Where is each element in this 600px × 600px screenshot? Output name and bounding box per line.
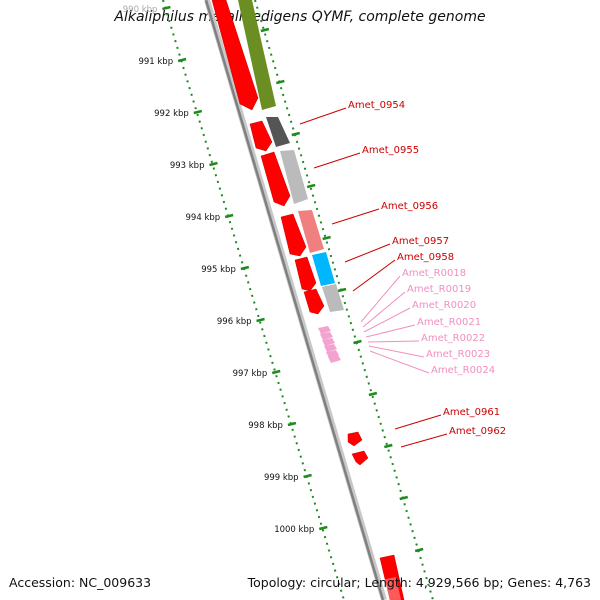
scale-label: 994 kbp (186, 213, 221, 223)
scale-tick (303, 473, 312, 479)
gene-label: Amet_0958 (397, 252, 454, 263)
ring-tick (384, 443, 393, 449)
ring-tick (399, 495, 409, 501)
rrna-chevron (324, 344, 337, 352)
ring-tick (306, 183, 316, 189)
ring-tick (337, 287, 347, 293)
leader-line (331, 208, 380, 225)
ring-tick (291, 131, 301, 137)
cog-feature (280, 150, 308, 204)
gene-labels: Amet_0954 Amet_0955 Amet_0956 Amet_0957 Amet… (299, 100, 506, 448)
leader-line (299, 107, 347, 125)
gene-label: Amet_0954 (348, 100, 405, 111)
ring-tick (368, 391, 378, 397)
rrna-chevron (320, 332, 333, 340)
rrna-track (318, 326, 341, 363)
gene-label: Amet_0955 (362, 145, 419, 156)
rrna-chevron (326, 350, 339, 358)
genome-title: Alkaliphilus metalliredigens QYMF, compl… (114, 9, 486, 25)
ring-tick (322, 235, 331, 241)
gene-arrow (379, 554, 405, 600)
gene-label: Amet_0962 (449, 426, 506, 437)
leader-line (363, 307, 411, 333)
cds-track (211, 0, 405, 600)
scale-label: 990 kbp (123, 5, 158, 15)
gene-label: Amet_0957 (392, 236, 449, 247)
gene-label: Amet_R0022 (421, 333, 485, 344)
scale-label: 991 kbp (138, 57, 173, 67)
gene-arrow (249, 120, 273, 152)
scale-tick (193, 109, 203, 115)
gene-label: Amet_R0024 (431, 365, 495, 376)
cog-feature (266, 117, 290, 147)
gene-arrow (303, 288, 325, 315)
leader-line (360, 275, 401, 323)
ring-tick (414, 547, 424, 553)
rrna-chevron (328, 355, 341, 363)
leader-line (394, 414, 442, 430)
gene-arrow (347, 431, 363, 447)
scale-tick (271, 369, 281, 375)
leader-line (365, 324, 416, 338)
gene-arrow (260, 151, 291, 207)
leader-line (367, 340, 420, 343)
cog-feature (322, 284, 344, 312)
leader-line (352, 259, 396, 292)
scale-label: 993 kbp (170, 161, 205, 171)
gc-ticks (260, 27, 424, 553)
gene-label: Amet_R0023 (426, 349, 490, 360)
accession-label: Accession: NC_009633 (9, 575, 152, 590)
leader-line (344, 243, 391, 263)
cog-feature (298, 210, 324, 253)
leader-line (313, 152, 361, 169)
gc-ring (254, 0, 434, 600)
ring-tick (353, 339, 362, 345)
ring-tick (276, 79, 285, 85)
scale-label: 995 kbp (201, 265, 236, 275)
ring-tick (260, 27, 270, 33)
gene-arrow (351, 450, 369, 466)
scale-label: 1000 kbp (274, 525, 314, 535)
scale-label: 997 kbp (233, 369, 268, 379)
scale-tick (177, 57, 187, 63)
cog-feature (312, 252, 335, 286)
gene-label: Amet_R0020 (412, 300, 476, 311)
scale-tick (318, 525, 328, 531)
leader-line (368, 345, 425, 358)
gene-arrow (211, 0, 259, 111)
scale-tick (209, 161, 218, 167)
scale-label: 992 kbp (154, 109, 189, 119)
gene-label: Amet_R0021 (417, 317, 481, 328)
genome-summary: Topology: circular; Length: 4,929,566 bp… (247, 575, 591, 590)
leader-line (400, 433, 448, 448)
gene-arrow (280, 213, 307, 257)
gene-arrow (294, 256, 317, 292)
gene-label: Amet_0956 (381, 201, 438, 212)
leader-line (362, 291, 406, 328)
scale-tick (162, 5, 171, 11)
scale-tick (256, 317, 265, 323)
gene-label: Amet_R0019 (407, 284, 471, 295)
cog-track (238, 0, 344, 312)
scale-label: 996 kbp (217, 317, 252, 327)
gene-label: Amet_R0018 (402, 268, 466, 279)
cog-feature (238, 0, 276, 110)
scale-label: 999 kbp (264, 473, 299, 483)
backbone (204, 0, 387, 600)
scale-ticks: 990 kbp 991 kbp 992 kbp 993 kbp 994 kbp 995 k… (123, 5, 328, 535)
gene-label: Amet_0961 (443, 407, 500, 418)
scale-tick (240, 265, 250, 271)
scale-tick (287, 421, 297, 427)
gene-arrow (382, 577, 401, 600)
scale-tick (224, 213, 234, 219)
rrna-chevron (322, 338, 335, 346)
scale-label: 998 kbp (248, 421, 283, 431)
rrna-chevron (318, 326, 331, 334)
leader-line (369, 350, 430, 374)
